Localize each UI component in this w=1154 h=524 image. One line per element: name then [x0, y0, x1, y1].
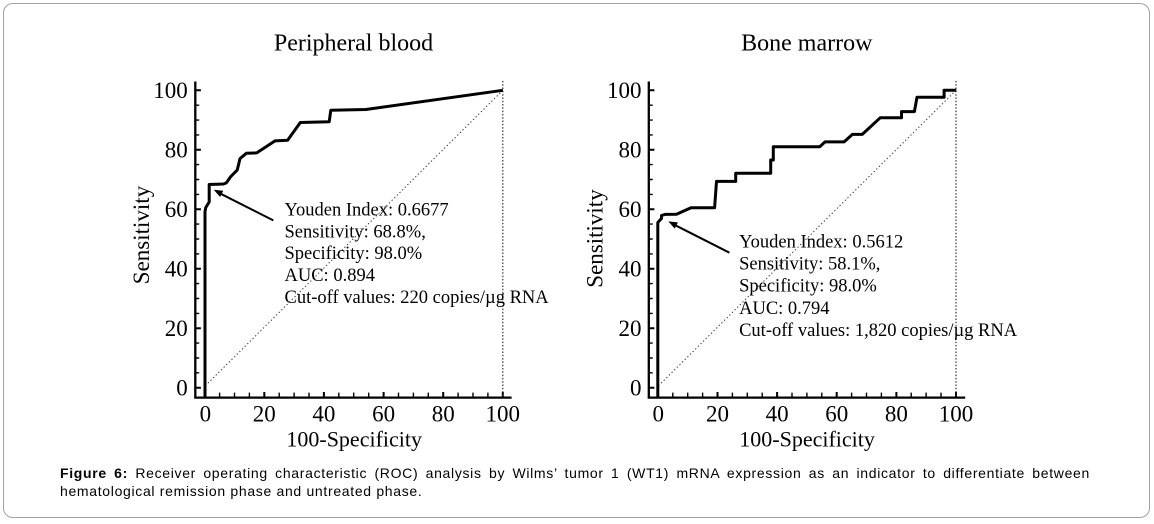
svg-text:100: 100 [607, 78, 642, 103]
svg-text:80: 80 [619, 138, 642, 163]
svg-text:0: 0 [630, 376, 642, 401]
svg-text:0: 0 [176, 376, 188, 401]
svg-text:40: 40 [165, 257, 188, 282]
svg-text:80: 80 [432, 402, 455, 427]
svg-text:60: 60 [619, 197, 642, 222]
svg-text:0: 0 [200, 402, 212, 427]
svg-text:Cut-off values: 1,820 copies/µ: Cut-off values: 1,820 copies/µg RNA [739, 321, 1018, 341]
svg-text:Sensitivity: 58.1%,: Sensitivity: 58.1%, [739, 255, 880, 275]
svg-text:40: 40 [619, 257, 642, 282]
svg-text:Sensitivity: Sensitivity [129, 185, 154, 284]
svg-text:40: 40 [312, 402, 335, 427]
svg-text:AUC: 0.894: AUC: 0.894 [285, 266, 375, 286]
svg-text:100: 100 [153, 78, 188, 103]
svg-text:20: 20 [706, 402, 729, 427]
svg-text:Peripheral blood: Peripheral blood [274, 30, 433, 56]
svg-text:Bone marrow: Bone marrow [741, 30, 873, 56]
svg-text:20: 20 [253, 402, 276, 427]
svg-text:Specificity: 98.0%: Specificity: 98.0% [739, 277, 877, 297]
svg-text:60: 60 [165, 197, 188, 222]
svg-text:100: 100 [939, 402, 974, 427]
svg-text:60: 60 [372, 402, 395, 427]
svg-text:Sensitivity: 68.8%,: Sensitivity: 68.8%, [285, 222, 426, 242]
svg-text:40: 40 [766, 402, 789, 427]
svg-text:80: 80 [165, 138, 188, 163]
svg-text:Cut-off values: 220 copies/µg: Cut-off values: 220 copies/µg RNA [285, 288, 550, 308]
svg-text:100-Specificity: 100-Specificity [286, 427, 422, 452]
svg-text:Youden Index: 0.6677: Youden Index: 0.6677 [285, 201, 449, 221]
svg-text:Specificity: 98.0%: Specificity: 98.0% [285, 244, 423, 264]
svg-text:60: 60 [825, 402, 848, 427]
svg-text:AUC: 0.794: AUC: 0.794 [739, 299, 829, 319]
svg-text:20: 20 [619, 316, 642, 341]
svg-text:80: 80 [885, 402, 908, 427]
svg-text:20: 20 [165, 316, 188, 341]
svg-text:Sensitivity: Sensitivity [583, 189, 608, 288]
svg-text:100-Specificity: 100-Specificity [739, 427, 875, 452]
svg-text:0: 0 [652, 402, 664, 427]
svg-text:Youden Index: 0.5612: Youden Index: 0.5612 [739, 233, 903, 253]
svg-text:100: 100 [486, 402, 521, 427]
